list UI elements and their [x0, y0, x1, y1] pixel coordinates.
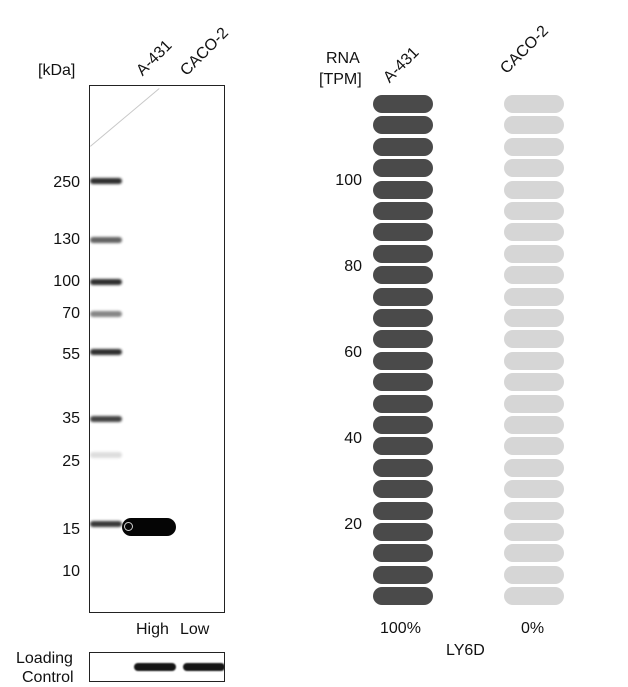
kda-unit-label: [kDa]	[38, 62, 76, 79]
rna-cell-caco2	[504, 309, 564, 327]
rna-cell-a431	[373, 95, 433, 113]
rna-sample-label-a431: A-431	[380, 44, 423, 87]
blot-artifact	[90, 88, 160, 147]
rna-cell-caco2	[504, 373, 564, 392]
loading-control-band-caco2	[183, 663, 224, 671]
rna-tick-60: 60	[344, 344, 362, 361]
rna-cell-a431	[373, 373, 433, 392]
marker-label-35: 35	[62, 410, 80, 427]
rna-cell-caco2	[504, 416, 564, 434]
blot-lane-label-a431: A-431	[133, 37, 176, 80]
rna-cell-caco2	[504, 523, 564, 541]
rna-cell-a431	[373, 116, 433, 135]
marker-label-25: 25	[62, 453, 80, 470]
rna-cell-a431	[373, 501, 433, 520]
rna-cell-a431	[373, 416, 433, 434]
rna-cell-a431	[373, 587, 433, 606]
marker-label-70: 70	[62, 305, 80, 322]
rna-cell-a431	[373, 351, 433, 370]
marker-label-55: 55	[62, 346, 80, 363]
expression-level-low: Low	[180, 621, 210, 638]
rna-cell-caco2	[504, 351, 564, 370]
rna-cell-caco2	[504, 544, 564, 563]
rna-cell-a431	[373, 223, 433, 242]
a431-ly6d-band	[122, 518, 176, 536]
rna-cell-caco2	[504, 223, 564, 242]
ladder-band-35	[90, 416, 122, 422]
rna-cell-caco2	[504, 501, 564, 520]
western-blot-image	[89, 85, 225, 613]
rna-tick-20: 20	[344, 516, 362, 533]
rna-cell-caco2	[504, 116, 564, 135]
rna-cell-a431	[373, 523, 433, 541]
ladder-band-100	[90, 279, 122, 285]
rna-cell-a431	[373, 309, 433, 327]
ladder-band-25	[90, 452, 122, 458]
rna-cell-a431	[373, 266, 433, 285]
rna-tick-40: 40	[344, 430, 362, 447]
ladder-band-55	[90, 349, 122, 355]
rna-tick-80: 80	[344, 258, 362, 275]
rna-cell-caco2	[504, 458, 564, 477]
rna-cell-caco2	[504, 159, 564, 178]
rna-cell-a431	[373, 202, 433, 220]
rna-cell-a431	[373, 159, 433, 178]
rna-cell-a431	[373, 544, 433, 563]
rna-cell-caco2	[504, 287, 564, 306]
rna-cell-a431	[373, 330, 433, 349]
rna-cell-a431	[373, 458, 433, 477]
rna-cell-caco2	[504, 394, 564, 413]
ladder-band-250	[90, 178, 122, 184]
rna-cell-a431	[373, 480, 433, 499]
expression-level-high: High	[136, 621, 169, 638]
rna-sample-label-caco2: CACO-2	[497, 22, 553, 78]
rna-cell-a431	[373, 437, 433, 456]
rna-cell-caco2	[504, 330, 564, 349]
blot-lane-label-caco2: CACO-2	[177, 24, 233, 80]
ladder-band-70	[90, 311, 122, 317]
rna-cell-caco2	[504, 202, 564, 220]
gene-name: LY6D	[446, 642, 485, 659]
loading-control-label-line2: Control	[22, 669, 74, 686]
rna-percent-caco2: 0%	[521, 620, 545, 637]
rna-cell-caco2	[504, 565, 564, 584]
rna-cell-caco2	[504, 266, 564, 285]
rna-axis-label-line1: RNA	[326, 50, 360, 67]
rna-cell-a431	[373, 394, 433, 413]
rna-cell-caco2	[504, 137, 564, 156]
ladder-band-130	[90, 237, 122, 243]
rna-cell-caco2	[504, 437, 564, 456]
loading-control-band-a431	[134, 663, 176, 671]
marker-label-15: 15	[62, 521, 80, 538]
rna-cell-a431	[373, 137, 433, 156]
rna-tick-100: 100	[335, 172, 362, 189]
rna-cell-caco2	[504, 244, 564, 263]
loading-control-label-line1: Loading	[16, 650, 73, 667]
loading-control-blot	[89, 652, 225, 682]
rna-axis-label-line2: [TPM]	[319, 71, 362, 88]
marker-label-250: 250	[53, 174, 80, 191]
rna-cell-a431	[373, 287, 433, 306]
rna-cell-a431	[373, 244, 433, 263]
rna-cell-a431	[373, 565, 433, 584]
rna-cell-caco2	[504, 95, 564, 113]
marker-label-130: 130	[53, 231, 80, 248]
rna-cell-a431	[373, 180, 433, 199]
band-saturation-ring	[124, 522, 133, 531]
ladder-band-15	[90, 521, 122, 527]
rna-cell-caco2	[504, 180, 564, 199]
marker-label-100: 100	[53, 273, 80, 290]
rna-cell-caco2	[504, 587, 564, 606]
marker-label-10: 10	[62, 563, 80, 580]
rna-percent-a431: 100%	[380, 620, 421, 637]
rna-cell-caco2	[504, 480, 564, 499]
